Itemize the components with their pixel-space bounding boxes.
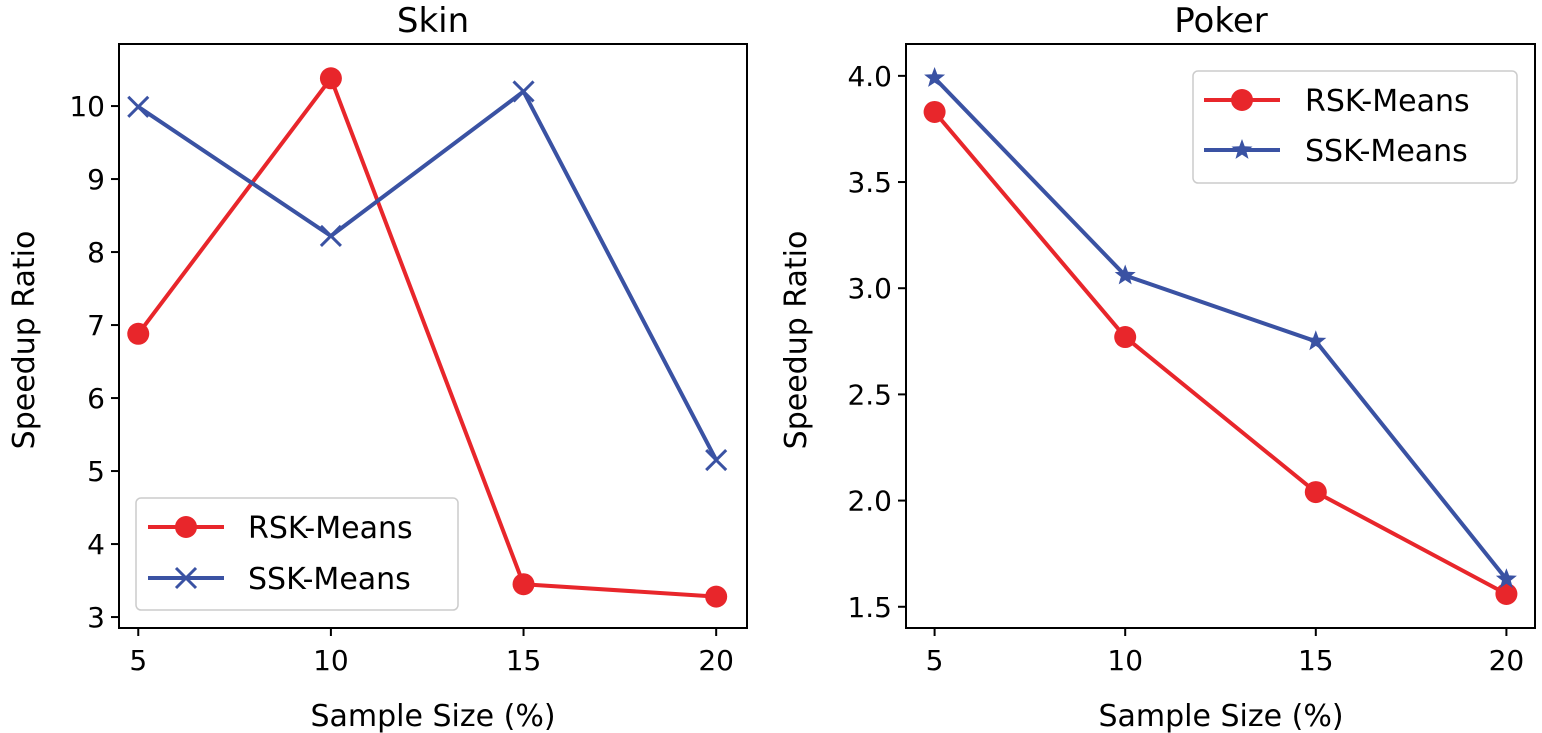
data-point-ssk-means: [127, 95, 150, 118]
data-point-rsk-means: [512, 573, 535, 596]
x-tick-label: 20: [698, 644, 734, 677]
legend-marker-rsk-means: [1231, 89, 1253, 111]
x-tick-label: 15: [506, 644, 542, 677]
y-tick-label: 4.0: [847, 60, 892, 93]
data-point-rsk-means: [1495, 583, 1518, 606]
data-point-rsk-means: [319, 67, 342, 90]
y-tick-label: 4: [87, 528, 105, 561]
series-line-rsk-means: [136, 76, 717, 599]
legend-marker-shape: [174, 566, 198, 590]
x-tick-label: 15: [1298, 644, 1334, 677]
legend: RSK-Means SSK-Means: [1192, 70, 1518, 184]
chart-title: Skin: [397, 1, 469, 41]
y-tick-label: 3.5: [847, 166, 892, 199]
chart-skin: Skin Sample Size (%) Speedup Ratio 5 10 15…: [7, 1, 748, 733]
x-tick-label: 5: [926, 644, 944, 677]
data-point-ssk-means: [512, 80, 535, 103]
chart-poker: Poker Sample Size (%) Speedup Ratio 5 10 1…: [779, 1, 1536, 733]
y-tick-label: 2.0: [847, 485, 892, 518]
series-layer: [923, 67, 1518, 606]
y-tick-label: 9: [87, 163, 105, 196]
legend-marker-shape: [1231, 139, 1253, 159]
y-tick-label: 2.5: [847, 378, 892, 411]
y-tick-label: 3.0: [847, 272, 892, 305]
axis-ticks: 5 10 15 20 3 4 5 6 7 8 9 10: [69, 90, 734, 677]
x-tick-label: 10: [1107, 644, 1143, 677]
data-point-ssk-means: [1114, 264, 1136, 285]
data-point-ssk-means: [924, 67, 946, 87]
legend: RSK-Means SSK-Means: [135, 497, 459, 611]
plot-frame: [905, 43, 1536, 629]
data-point-ssk-means: [1305, 330, 1327, 351]
x-tick-label: 20: [1489, 644, 1525, 677]
chart-title: Poker: [1174, 1, 1267, 41]
y-tick-label: 1.5: [847, 591, 892, 624]
y-tick-label: 3: [87, 601, 105, 634]
y-tick-label: 6: [87, 382, 105, 415]
data-point-ssk-means: [319, 224, 342, 248]
data-point-ssk-means: [705, 449, 728, 472]
data-point-rsk-means: [1114, 326, 1137, 349]
legend-marker-ssk-means: [1231, 139, 1253, 159]
axis-ticks: 5 10 15 20 1.5 2.0 2.5 3.0 3.5 4.0: [847, 60, 1524, 677]
legend-label-rsk-means: RSK-Means: [248, 511, 413, 546]
data-point-rsk-means: [127, 322, 150, 345]
series-line-rsk-means: [933, 110, 1508, 596]
plot-frame: [118, 43, 748, 629]
y-axis-label: Speedup Ratio: [7, 231, 42, 450]
y-tick-label: 10: [69, 90, 105, 123]
x-tick-label: 5: [129, 644, 147, 677]
legend-marker-ssk-means: [174, 566, 198, 590]
data-point-ssk-means: [1495, 568, 1517, 589]
y-tick-label: 5: [87, 455, 105, 488]
legend-label-rsk-means: RSK-Means: [1305, 84, 1470, 119]
x-axis-label: Sample Size (%): [310, 699, 555, 733]
series-layer: [127, 67, 728, 608]
data-point-rsk-means: [1304, 481, 1327, 504]
series-line-ssk-means: [933, 76, 1508, 581]
y-axis-label: Speedup Ratio: [779, 231, 814, 450]
legend-label-ssk-means: SSK-Means: [248, 562, 411, 597]
legend-label-ssk-means: SSK-Means: [1305, 134, 1468, 169]
x-tick-label: 10: [313, 644, 349, 677]
y-tick-label: 7: [87, 309, 105, 342]
y-tick-label: 8: [87, 236, 105, 269]
legend-marker-rsk-means: [175, 516, 197, 538]
data-point-rsk-means: [705, 585, 728, 608]
x-axis-label: Sample Size (%): [1098, 699, 1343, 733]
data-point-rsk-means: [923, 100, 946, 123]
series-line-ssk-means: [137, 89, 718, 462]
